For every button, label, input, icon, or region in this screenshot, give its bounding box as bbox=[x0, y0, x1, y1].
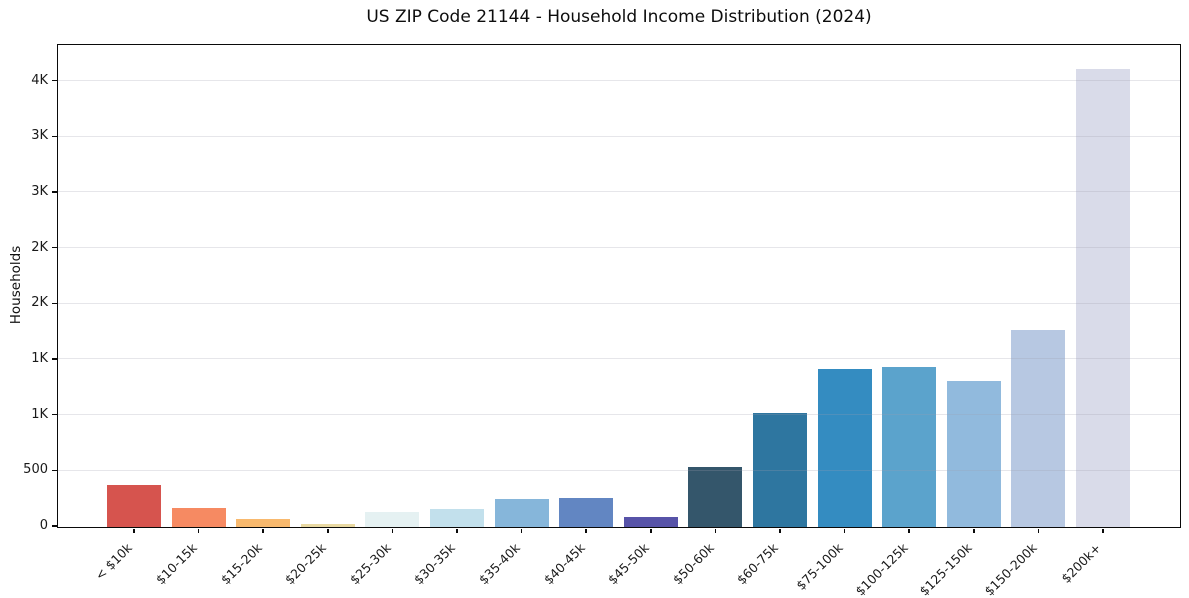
x-axis-tick bbox=[327, 528, 329, 533]
y-tick-label: 2K bbox=[31, 295, 48, 311]
y-gridline bbox=[58, 135, 1180, 137]
y-tick-label: 4K bbox=[31, 72, 48, 88]
bar bbox=[494, 498, 549, 527]
x-axis-tick bbox=[973, 528, 975, 533]
x-axis-tick bbox=[197, 528, 200, 533]
x-axis-tick bbox=[650, 528, 652, 533]
x-axis-tick bbox=[585, 528, 587, 533]
y-axis-tick bbox=[52, 79, 57, 82]
bar bbox=[623, 517, 678, 527]
x-axis-tick bbox=[714, 528, 717, 533]
y-tick-label: 3K bbox=[31, 128, 48, 144]
x-axis-tick bbox=[843, 528, 846, 533]
y-axis-tick bbox=[52, 413, 57, 416]
bar bbox=[300, 524, 355, 527]
y-gridline bbox=[58, 191, 1180, 193]
y-axis-tick bbox=[52, 135, 57, 138]
y-axis-tick bbox=[52, 469, 57, 472]
chart-title: US ZIP Code 21144 - Household Income Dis… bbox=[366, 7, 872, 27]
y-axis-tick bbox=[52, 525, 57, 527]
bar bbox=[882, 366, 937, 527]
y-axis-tick bbox=[52, 246, 57, 249]
x-axis-tick bbox=[133, 528, 135, 533]
y-gridline bbox=[58, 302, 1180, 304]
bar bbox=[1011, 330, 1066, 527]
x-axis-tick bbox=[262, 528, 264, 533]
bar bbox=[1076, 68, 1130, 527]
y-gridline bbox=[58, 80, 1180, 82]
x-axis-tick bbox=[779, 528, 781, 533]
x-axis-tick bbox=[1037, 528, 1040, 533]
y-axis-tick bbox=[52, 358, 57, 360]
x-axis-tick bbox=[520, 528, 523, 533]
y-tick-label: 3K bbox=[31, 183, 48, 199]
bar bbox=[236, 518, 291, 527]
x-tick-label-text: $200k+ bbox=[1058, 540, 1105, 586]
x-axis-tick bbox=[456, 528, 458, 533]
y-tick-label: 1K bbox=[31, 406, 48, 422]
bar bbox=[688, 466, 743, 527]
y-axis-tick bbox=[52, 191, 57, 193]
bar bbox=[107, 484, 161, 527]
bar bbox=[946, 381, 1001, 527]
y-tick-label: 2K bbox=[31, 239, 48, 255]
y-tick-label: 500 bbox=[23, 462, 48, 478]
plot-area: < $10k $10-15k $15-20k $20-25k $25-30k $30-35… bbox=[23, 44, 1181, 598]
bar bbox=[365, 511, 420, 527]
y-axis-tick bbox=[52, 302, 57, 305]
bar bbox=[171, 508, 226, 527]
y-tick-label: 1K bbox=[31, 350, 48, 366]
y-gridline bbox=[58, 247, 1180, 249]
y-tick-label: 0 bbox=[39, 518, 48, 533]
x-axis-tick bbox=[391, 528, 394, 533]
y-axis-label: Households bbox=[8, 245, 24, 325]
bar bbox=[559, 497, 614, 527]
x-tick-label: $200k+ bbox=[939, 535, 1105, 586]
bar bbox=[430, 509, 484, 527]
bar bbox=[817, 369, 872, 527]
x-axis-tick bbox=[1102, 528, 1104, 533]
x-axis-tick bbox=[908, 528, 910, 533]
bar bbox=[753, 412, 807, 527]
